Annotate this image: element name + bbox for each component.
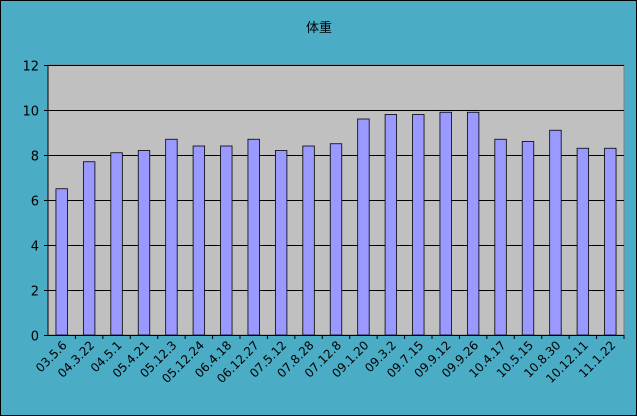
- y-tick-label: 0: [31, 330, 39, 345]
- bar: [357, 118, 370, 336]
- bar: [521, 141, 535, 336]
- bar: [55, 188, 68, 336]
- bar: [110, 152, 123, 336]
- y-tick-label: 2: [31, 285, 39, 300]
- bar: [494, 138, 507, 336]
- y-tick-label: 10: [22, 105, 39, 120]
- bar: [247, 138, 260, 336]
- bar: [165, 138, 178, 336]
- y-axis: 0 2 4 6 8 10 12: [22, 60, 49, 345]
- bar: [466, 111, 480, 336]
- y-tick-label: 12: [22, 60, 39, 75]
- bar: [302, 145, 315, 336]
- bar: [329, 143, 343, 336]
- y-tick-label: 8: [31, 150, 39, 165]
- bar: [274, 150, 288, 336]
- x-axis: 03.5.604.3.2204.5.105.4.2105.12.305.12.2…: [33, 335, 625, 386]
- chart-title: 体重: [306, 20, 332, 36]
- bar: [439, 111, 452, 336]
- bar: [549, 129, 562, 336]
- bar: [192, 145, 206, 336]
- bar: [576, 147, 590, 336]
- bar: [412, 114, 425, 336]
- bar: [82, 161, 96, 336]
- bars: [55, 111, 617, 336]
- bar: [384, 114, 398, 336]
- bar: [137, 150, 151, 336]
- y-tick-label: 4: [31, 240, 39, 255]
- bar: [604, 147, 617, 336]
- y-tick-label: 6: [31, 195, 39, 210]
- bar: [220, 145, 233, 336]
